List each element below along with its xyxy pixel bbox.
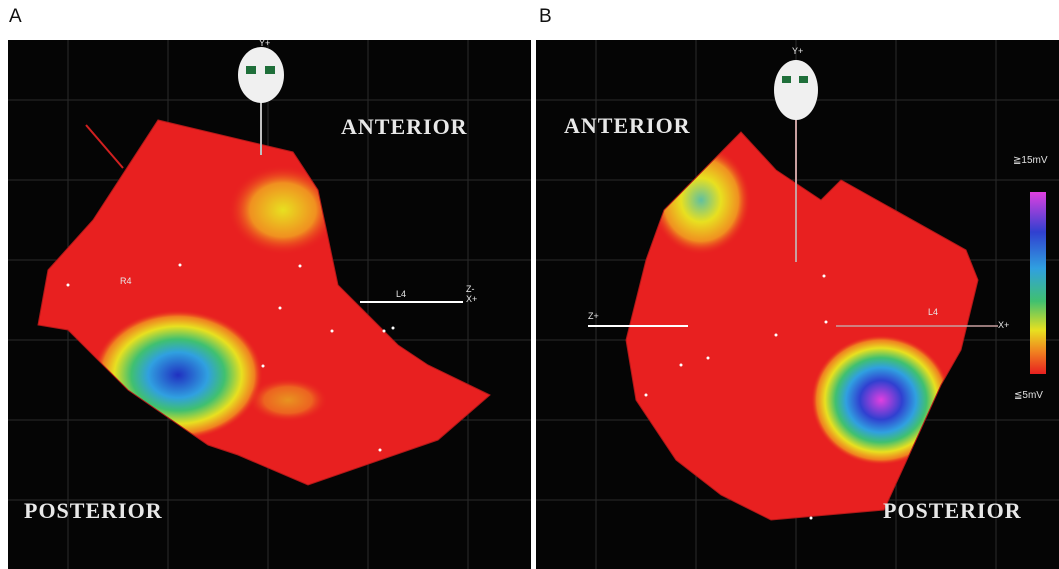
panel-b-map: Y+ Z+ L4 X+ ANTERIOR POSTERIOR: [536, 40, 1059, 569]
panel-a: Y+ L4 Z- X+ R4 ANTERIOR POSTERIOR: [8, 40, 531, 569]
panel-b-head-axis-label: Y+: [792, 46, 803, 56]
panel-a-side-axis-label: Z-: [466, 284, 475, 294]
panel-a-head-axis-label: Y+: [259, 40, 270, 48]
color-scale-bar: [1030, 192, 1046, 374]
panel-b-sample-points: [644, 274, 828, 520]
panel-b-bottom-label: POSTERIOR: [883, 498, 1022, 523]
panel-b-right-axis-label: X+: [998, 320, 1009, 330]
panel-a-letter: A: [9, 6, 22, 27]
panel-b-top-label: ANTERIOR: [564, 113, 691, 138]
panel-a-bottom-label: POSTERIOR: [24, 498, 163, 523]
color-scale-min-label: ≦5mV: [1014, 390, 1043, 401]
panel-a-head-icon: [238, 47, 284, 103]
panel-b-left-axis-label: Z+: [588, 311, 599, 321]
color-scale-max-label: ≧15mV: [1013, 155, 1048, 166]
panel-b: Y+ Z+ L4 X+ ANTERIOR POSTERIOR: [536, 40, 1059, 569]
panel-a-marker-label: R4: [120, 276, 132, 286]
panel-b-letter: B: [539, 6, 552, 27]
panel-a-lead-label: L4: [396, 289, 406, 299]
panel-a-side-axis-label-2: X+: [466, 294, 477, 304]
panel-a-map: Y+ L4 Z- X+ R4 ANTERIOR POSTERIOR: [8, 40, 531, 569]
panel-a-sample-points: [66, 263, 395, 452]
panel-b-head-icon: [774, 60, 818, 120]
panel-divider: [533, 40, 536, 569]
panel-a-catheter-line: [85, 124, 124, 169]
panel-a-top-label: ANTERIOR: [341, 114, 468, 139]
panel-b-lead-label: L4: [928, 307, 938, 317]
